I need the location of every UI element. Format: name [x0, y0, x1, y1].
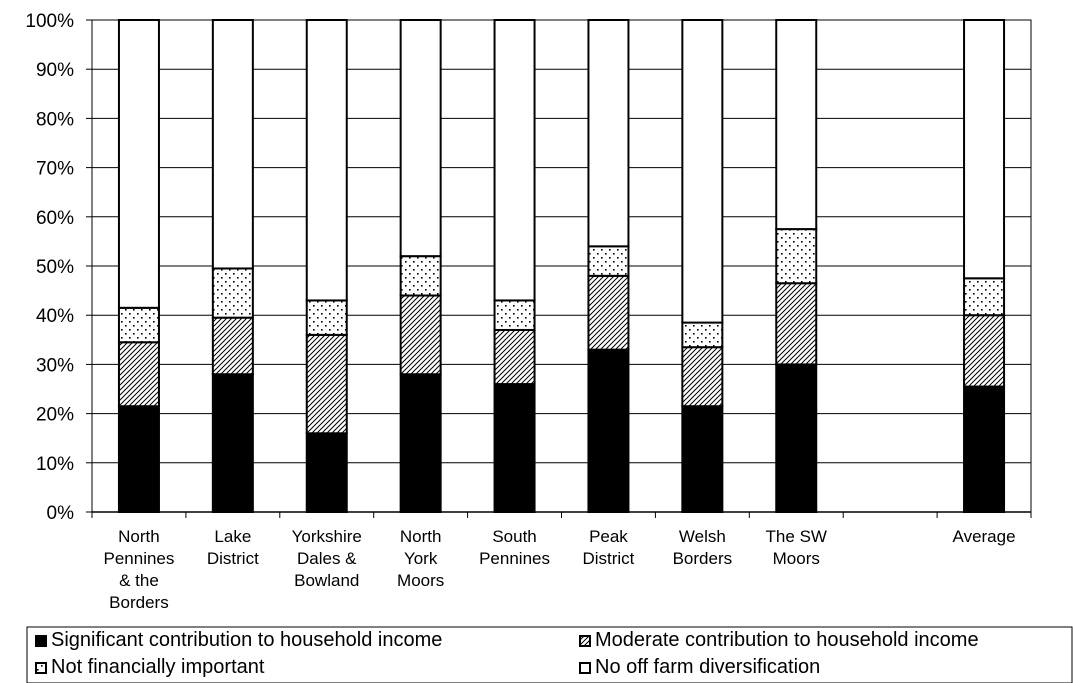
bar-segment-moderate-contribution-to-household-income — [305, 333, 348, 435]
bar-segment-no-off-farm-diversification — [963, 19, 1006, 280]
bar-segment-significant-contribution-to-household-income — [963, 385, 1006, 514]
bar-segment-not-financially-important — [305, 299, 348, 336]
x-tick-label: North Pennines & the Borders — [104, 527, 175, 612]
bar-segment-no-off-farm-diversification — [775, 19, 818, 231]
x-tick-label: South Pennines — [479, 527, 550, 568]
bar-segment-moderate-contribution-to-household-income — [587, 274, 630, 351]
legend-label-no-off-farm-diversification: No off farm diversification — [595, 656, 820, 678]
bar-segment-no-off-farm-diversification — [399, 19, 442, 258]
legend-swatch-no-off-farm-diversification — [579, 662, 591, 674]
y-tick-label: 80% — [36, 109, 74, 130]
x-tick-label: North York Moors — [397, 527, 444, 590]
x-axis-tick-labels: North Pennines & the Borders Lake District Yor… — [104, 527, 1016, 612]
x-tick-label: Peak District — [582, 527, 634, 568]
x-tick-label: Yorkshire Dales & Bowland — [292, 527, 362, 590]
bar-segment-moderate-contribution-to-household-income — [681, 346, 724, 408]
bars — [117, 19, 1006, 514]
bar-segment-no-off-farm-diversification — [681, 19, 724, 324]
bar-segment-significant-contribution-to-household-income — [399, 373, 442, 513]
legend-label-significant-contribution-to-household-income: Significant contribution to household in… — [51, 629, 442, 651]
bar-segment-not-financially-important — [493, 299, 536, 331]
axes — [91, 19, 1032, 518]
legend-swatch-moderate-contribution-to-household-income — [579, 635, 591, 647]
bar-segment-no-off-farm-diversification — [587, 19, 630, 248]
legend: Significant contribution to household in… — [26, 626, 1073, 683]
y-tick-label: 20% — [36, 405, 74, 426]
bar-segment-significant-contribution-to-household-income — [493, 383, 536, 513]
x-tick-label: Welsh Borders — [673, 527, 733, 568]
y-tick-label: 70% — [36, 159, 74, 180]
legend-swatch-not-financially-important — [35, 662, 47, 674]
y-tick-label: 10% — [36, 454, 74, 475]
bar-segment-not-financially-important — [211, 267, 254, 319]
bar-segment-moderate-contribution-to-household-income — [493, 328, 536, 386]
legend-label-not-financially-important: Not financially important — [51, 656, 265, 678]
x-tick-label: Average — [953, 527, 1016, 546]
y-tick-label: 100% — [25, 11, 74, 32]
bar-segment-significant-contribution-to-household-income — [211, 373, 254, 513]
y-tick-label: 30% — [36, 355, 74, 376]
bar-segment-significant-contribution-to-household-income — [117, 405, 160, 513]
bar-segment-no-off-farm-diversification — [117, 19, 160, 309]
y-tick-label: 90% — [36, 60, 74, 81]
y-tick-label: 50% — [36, 257, 74, 278]
bar-segment-moderate-contribution-to-household-income — [211, 316, 254, 376]
bar-segment-moderate-contribution-to-household-income — [775, 282, 818, 366]
bar-segment-no-off-farm-diversification — [305, 19, 348, 302]
bar-segment-significant-contribution-to-household-income — [775, 363, 818, 513]
bar-segment-not-financially-important — [681, 321, 724, 349]
y-tick-label: 60% — [36, 208, 74, 229]
legend-swatch-significant-contribution-to-household-income — [35, 635, 47, 647]
bar-segment-no-off-farm-diversification — [211, 19, 254, 270]
x-tick-label: Lake District — [207, 527, 259, 568]
bar-segment-moderate-contribution-to-household-income — [963, 314, 1006, 388]
x-tick-label: The SW Moors — [766, 527, 827, 568]
bar-segment-moderate-contribution-to-household-income — [399, 294, 442, 376]
legend-label-moderate-contribution-to-household-income: Moderate contribution to household incom… — [595, 629, 979, 651]
bar-segment-no-off-farm-diversification — [493, 19, 536, 302]
legend-box — [26, 626, 1073, 683]
bar-segment-moderate-contribution-to-household-income — [117, 341, 160, 408]
y-axis-tick-labels: 0% 10% 20% 30% 40% 50% 60% 70% 80% 90% 100% — [25, 11, 74, 524]
bar-segment-significant-contribution-to-household-income — [305, 432, 348, 513]
bar-segment-not-financially-important — [775, 228, 818, 285]
y-tick-label: 0% — [47, 503, 75, 524]
bar-segment-not-financially-important — [587, 245, 630, 277]
bar-segment-significant-contribution-to-household-income — [587, 348, 630, 514]
bar-segment-not-financially-important — [399, 255, 442, 297]
bar-segment-significant-contribution-to-household-income — [681, 405, 724, 513]
bar-segment-not-financially-important — [963, 277, 1006, 317]
bar-segment-not-financially-important — [117, 306, 160, 344]
y-tick-label: 40% — [36, 306, 74, 327]
